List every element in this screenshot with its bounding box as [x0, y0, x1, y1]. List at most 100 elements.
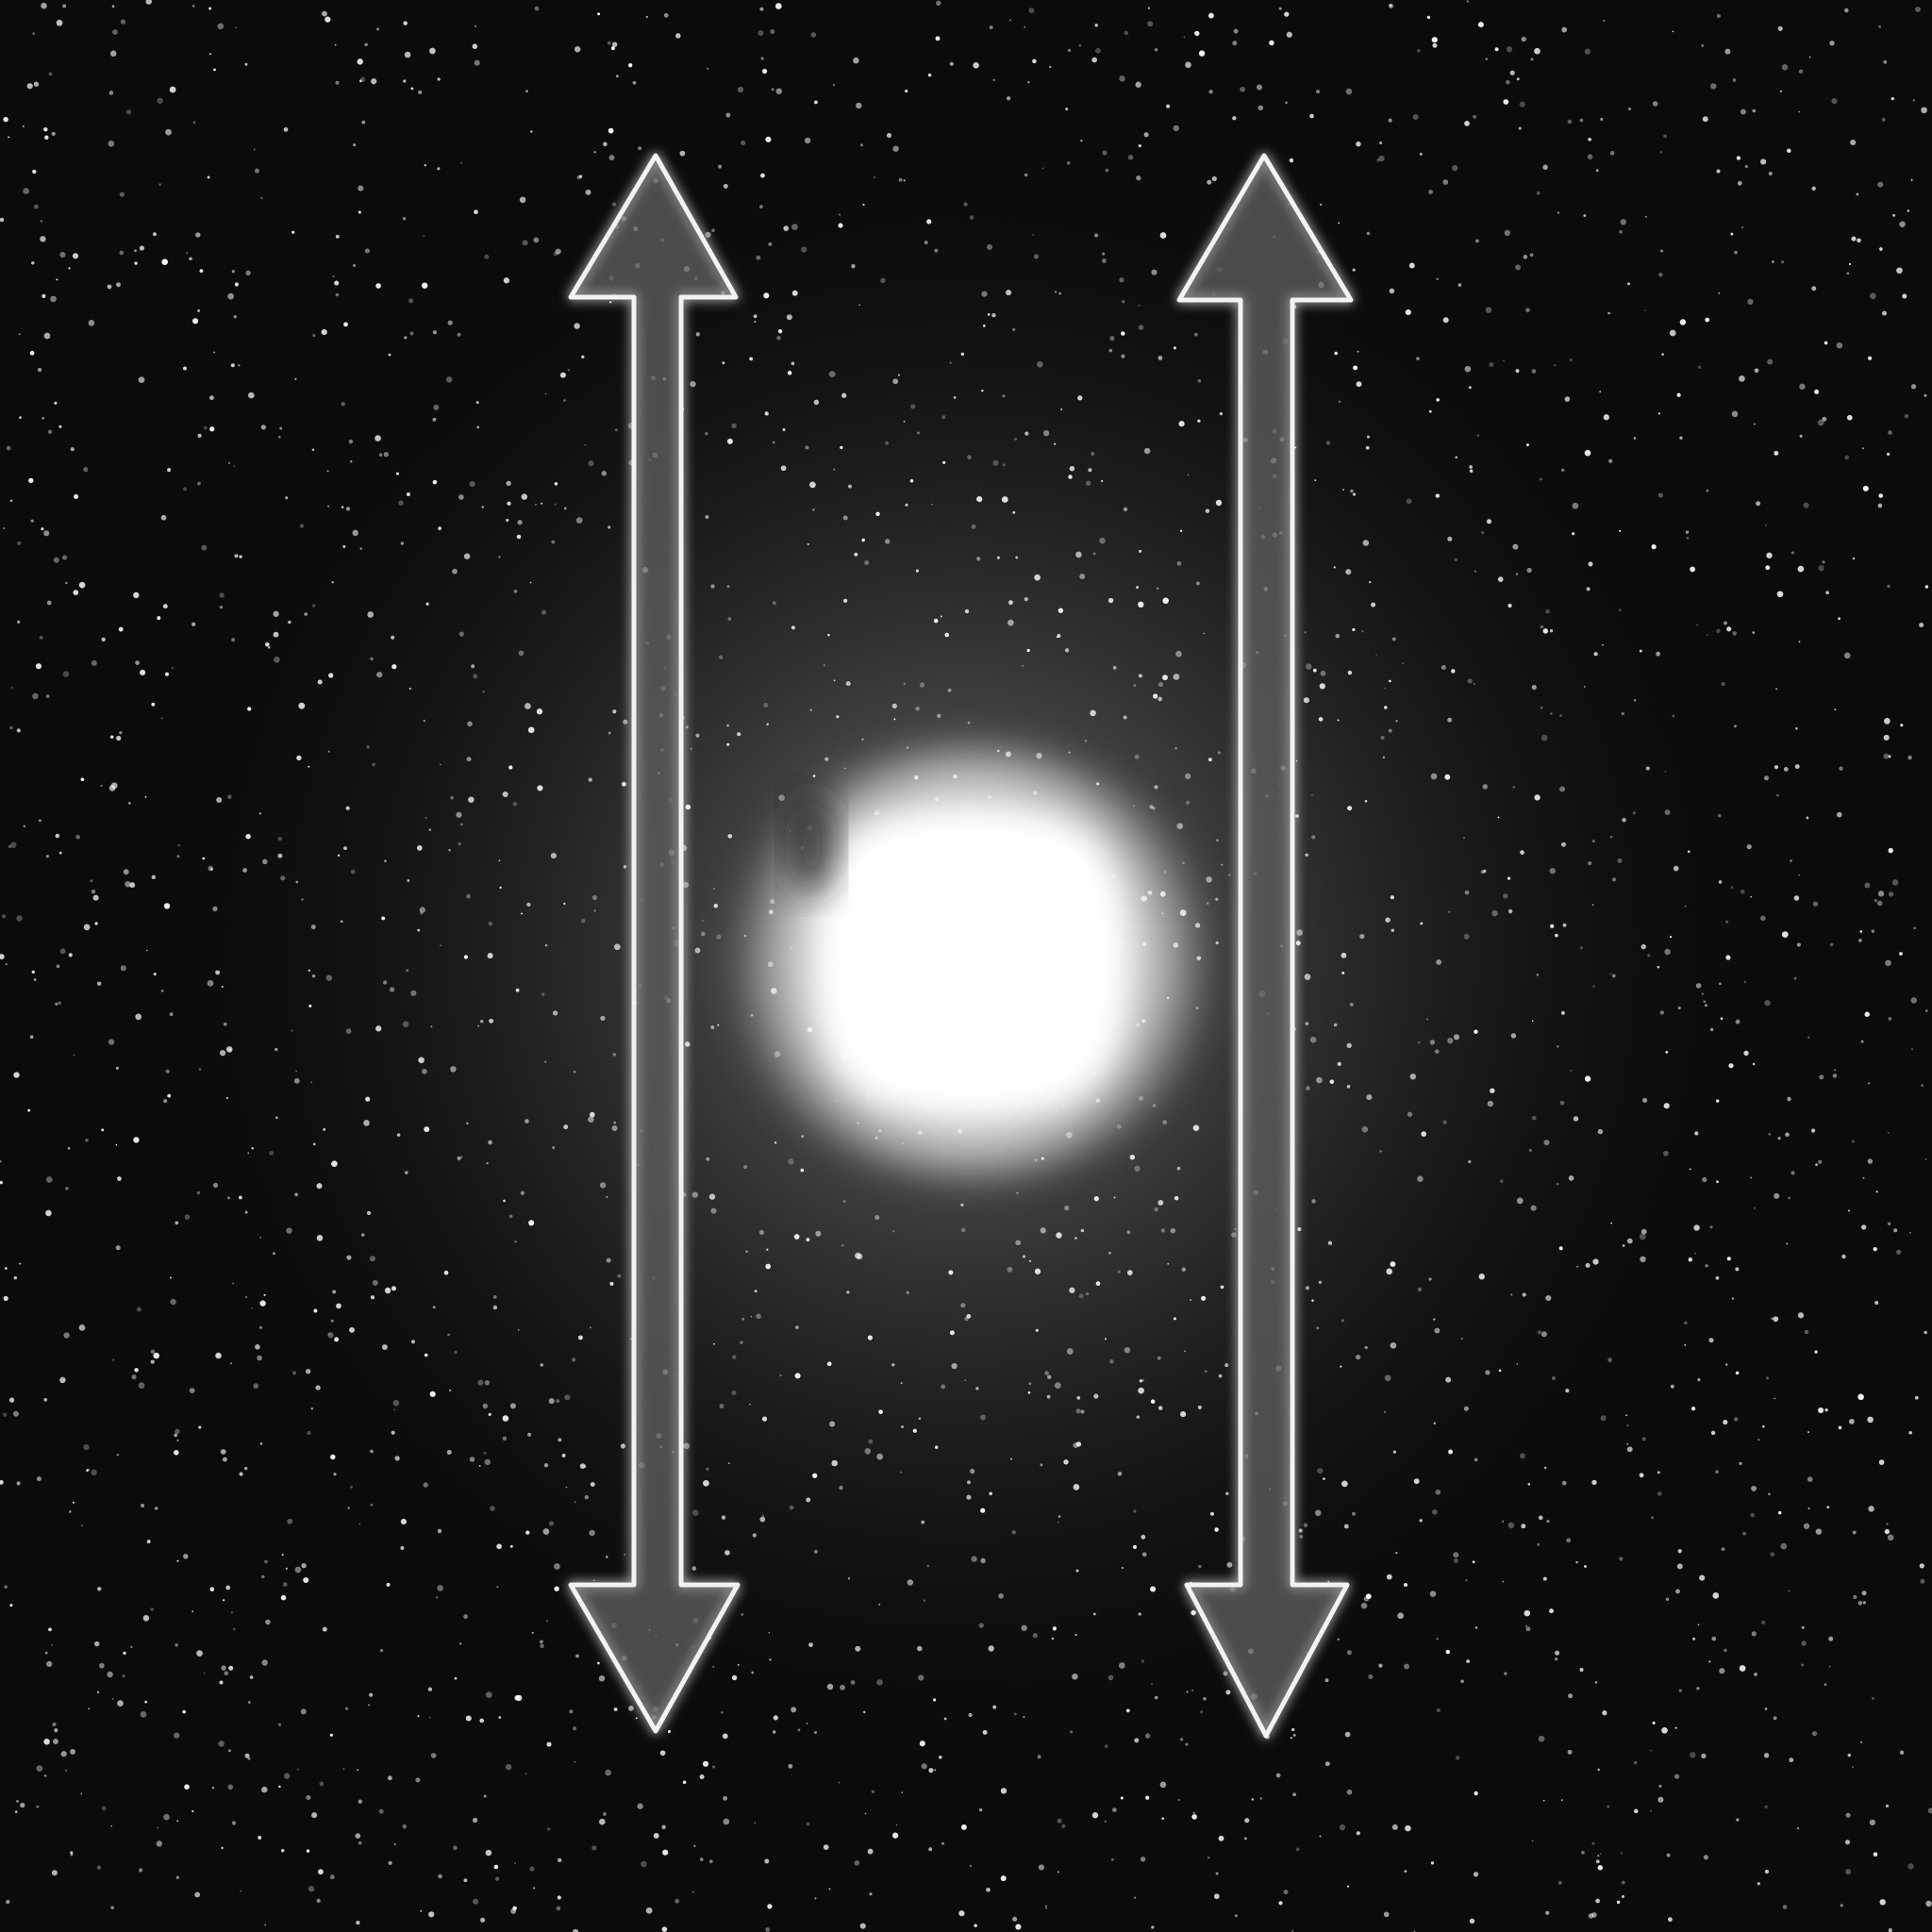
- speckle: [1469, 1918, 1475, 1924]
- speckle: [1518, 126, 1522, 130]
- speckle: [1291, 1930, 1294, 1932]
- speckle: [1542, 1799, 1545, 1802]
- speckle: [116, 1453, 120, 1457]
- speckle: [19, 416, 22, 420]
- speckle: [764, 1858, 770, 1864]
- speckle: [447, 1333, 450, 1337]
- speckle: [363, 1120, 370, 1126]
- speckle: [480, 1019, 484, 1024]
- speckle: [153, 232, 157, 237]
- speckle: [115, 1066, 119, 1070]
- speckle: [488, 1412, 491, 1416]
- speckle: [1828, 1665, 1831, 1668]
- speckle: [1448, 1449, 1454, 1455]
- speckle: [1697, 1378, 1701, 1382]
- speckle: [861, 738, 864, 741]
- speckle: [1075, 1441, 1082, 1447]
- speckle: [590, 1482, 595, 1487]
- speckle: [1888, 1016, 1892, 1021]
- speckle: [477, 1024, 480, 1027]
- speckle: [1544, 1466, 1547, 1470]
- speckle: [1704, 1004, 1707, 1008]
- speckle: [285, 496, 289, 500]
- speckle: [525, 1530, 530, 1535]
- speckle: [1206, 876, 1212, 883]
- speckle: [754, 321, 757, 324]
- speckle: [801, 246, 808, 253]
- speckle: [947, 688, 952, 692]
- speckle: [756, 1313, 761, 1320]
- speckle: [863, 1710, 866, 1714]
- speckle: [1644, 309, 1646, 312]
- speckle: [1356, 141, 1361, 147]
- speckle: [1811, 286, 1817, 291]
- speckle: [1305, 1022, 1309, 1025]
- speckle: [1056, 1232, 1062, 1239]
- speckle: [1318, 1280, 1322, 1284]
- speckle: [167, 468, 172, 473]
- speckle: [1444, 774, 1451, 780]
- speckle: [723, 1818, 730, 1825]
- speckle: [675, 33, 681, 39]
- speckle: [1341, 952, 1347, 958]
- speckle: [116, 282, 121, 288]
- speckle: [466, 893, 471, 899]
- speckle: [960, 352, 965, 357]
- speckle: [1338, 400, 1341, 403]
- speckle: [184, 1784, 190, 1790]
- speckle: [1304, 974, 1311, 980]
- speckle: [91, 889, 96, 894]
- speckle: [1368, 580, 1372, 584]
- speckle: [62, 671, 70, 677]
- speckle: [1641, 1228, 1647, 1235]
- speckle: [93, 1641, 100, 1647]
- speckle: [561, 1453, 566, 1457]
- speckle: [992, 459, 999, 466]
- speckle: [1705, 317, 1710, 323]
- speckle: [1024, 173, 1028, 177]
- speckle: [588, 460, 594, 467]
- speckle: [1664, 948, 1671, 956]
- speckle: [505, 1763, 512, 1771]
- speckle: [308, 1886, 315, 1892]
- speckle: [460, 161, 463, 164]
- speckle: [1765, 565, 1771, 571]
- speckle: [886, 132, 892, 139]
- speckle: [699, 1857, 704, 1861]
- speckle: [1752, 631, 1756, 634]
- speckle: [1777, 25, 1783, 31]
- speckle: [1085, 1291, 1090, 1296]
- speckle: [484, 1458, 491, 1466]
- speckle: [423, 235, 425, 238]
- speckle: [417, 928, 421, 932]
- speckle: [722, 361, 725, 365]
- speckle: [1915, 6, 1921, 12]
- speckle: [598, 1674, 606, 1682]
- speckle: [1564, 396, 1571, 402]
- speckle: [313, 1308, 318, 1313]
- speckle: [782, 428, 786, 431]
- speckle: [992, 79, 995, 81]
- speckle: [1197, 1405, 1202, 1409]
- speckle: [1113, 1196, 1116, 1199]
- speckle: [1662, 1150, 1669, 1157]
- speckle: [1611, 974, 1616, 978]
- speckle: [610, 46, 615, 51]
- speckle: [791, 361, 795, 366]
- speckle: [1708, 1660, 1711, 1663]
- speckle: [452, 568, 458, 575]
- speckle: [1793, 895, 1800, 901]
- speckle: [1555, 1650, 1560, 1656]
- speckle: [1278, 7, 1282, 10]
- speckle: [107, 284, 112, 290]
- speckle: [1463, 1406, 1469, 1411]
- speckle: [1927, 1807, 1932, 1814]
- speckle: [1625, 1414, 1628, 1417]
- speckle: [1515, 573, 1519, 575]
- speckle: [215, 970, 221, 975]
- speckle: [198, 1068, 202, 1071]
- speckle: [1485, 58, 1488, 60]
- speckle: [1138, 1387, 1144, 1394]
- speckle: [440, 944, 442, 947]
- speckle: [1817, 419, 1824, 426]
